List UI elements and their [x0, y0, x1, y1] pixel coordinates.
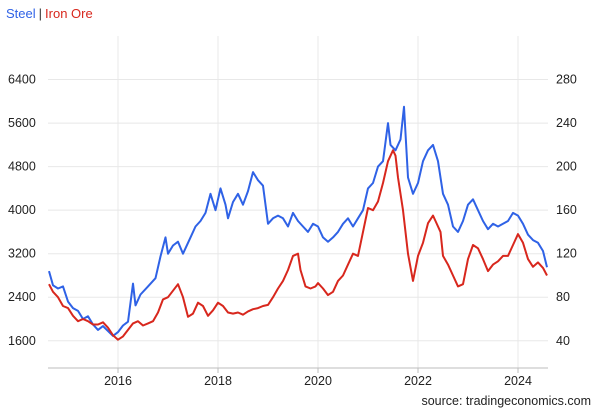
y-left-tick-label: 4800 — [8, 160, 36, 174]
y-left-tick-label: 5600 — [8, 116, 36, 130]
legend-separator: | — [38, 6, 43, 21]
y-right-tick-label: 40 — [556, 334, 570, 348]
y-left-tick-label: 2400 — [8, 290, 36, 304]
x-tick-label: 2022 — [404, 374, 432, 388]
chart-legend: Steel | Iron Ore — [6, 6, 93, 22]
y-left-tick-label: 3200 — [8, 247, 36, 261]
series-line-steel — [48, 105, 548, 337]
x-tick-label: 2016 — [104, 374, 132, 388]
y-right-tick-label: 120 — [556, 247, 577, 261]
y-right-tick-label: 200 — [556, 160, 577, 174]
x-tick-label: 2018 — [204, 374, 232, 388]
y-right-tick-label: 160 — [556, 203, 577, 217]
source-credit: source: tradingeconomics.com — [421, 394, 591, 408]
y-left-tick-label: 6400 — [8, 73, 36, 87]
y-right-tick-label: 80 — [556, 290, 570, 304]
legend-item-steel[interactable]: Steel — [6, 6, 36, 21]
x-tick-label: 2024 — [504, 374, 532, 388]
x-tick-label: 2020 — [304, 374, 332, 388]
y-left-tick-label: 4000 — [8, 203, 36, 217]
y-left-tick-label: 1600 — [8, 334, 36, 348]
y-right-tick-label: 280 — [556, 73, 577, 87]
series-line-iron-ore — [48, 149, 548, 341]
y-right-tick-label: 240 — [556, 116, 577, 130]
legend-item-iron-ore[interactable]: Iron Ore — [45, 6, 93, 21]
